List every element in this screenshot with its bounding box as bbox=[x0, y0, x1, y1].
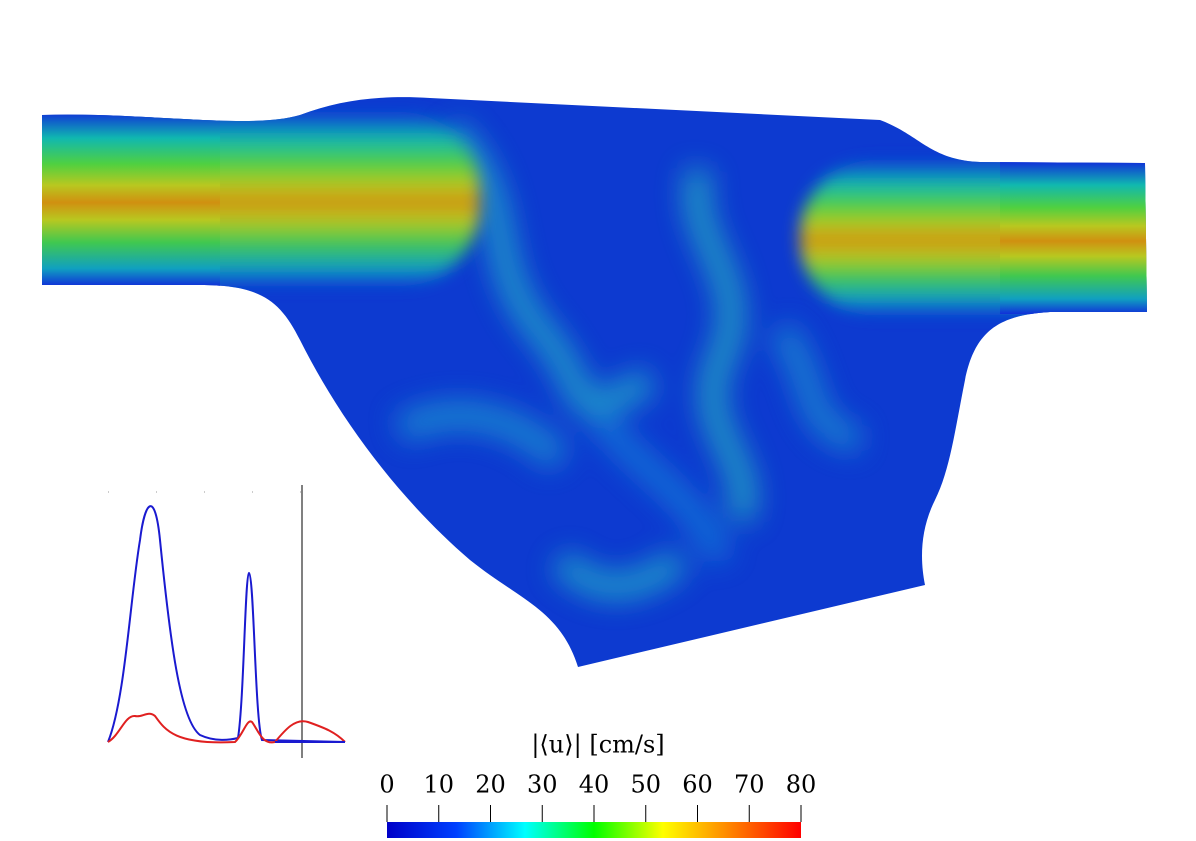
colorbar-tick-label: 30 bbox=[527, 771, 558, 799]
colorbar-tick-label: 80 bbox=[786, 771, 817, 799]
colorbar-bar bbox=[387, 822, 801, 838]
colorbar-tick-label: 70 bbox=[734, 771, 765, 799]
colorbar-title: |⟨u⟩| [cm/s] bbox=[531, 731, 664, 760]
inset-curve-red bbox=[107, 712, 346, 744]
colorbar: 0 10 20 30 40 50 60 70 80 bbox=[379, 771, 817, 838]
colorbar-tick-label: 0 bbox=[379, 771, 394, 799]
colorbar-tick-label: 50 bbox=[630, 771, 661, 799]
inset-plot bbox=[107, 485, 348, 758]
inset-curve-blue bbox=[107, 505, 346, 743]
flow-field bbox=[42, 97, 1147, 667]
colorbar-tick-label: 60 bbox=[682, 771, 713, 799]
colorbar-tick-label: 20 bbox=[475, 771, 506, 799]
colorbar-tick-label: 40 bbox=[579, 771, 610, 799]
colorbar-tick-label: 10 bbox=[423, 771, 454, 799]
